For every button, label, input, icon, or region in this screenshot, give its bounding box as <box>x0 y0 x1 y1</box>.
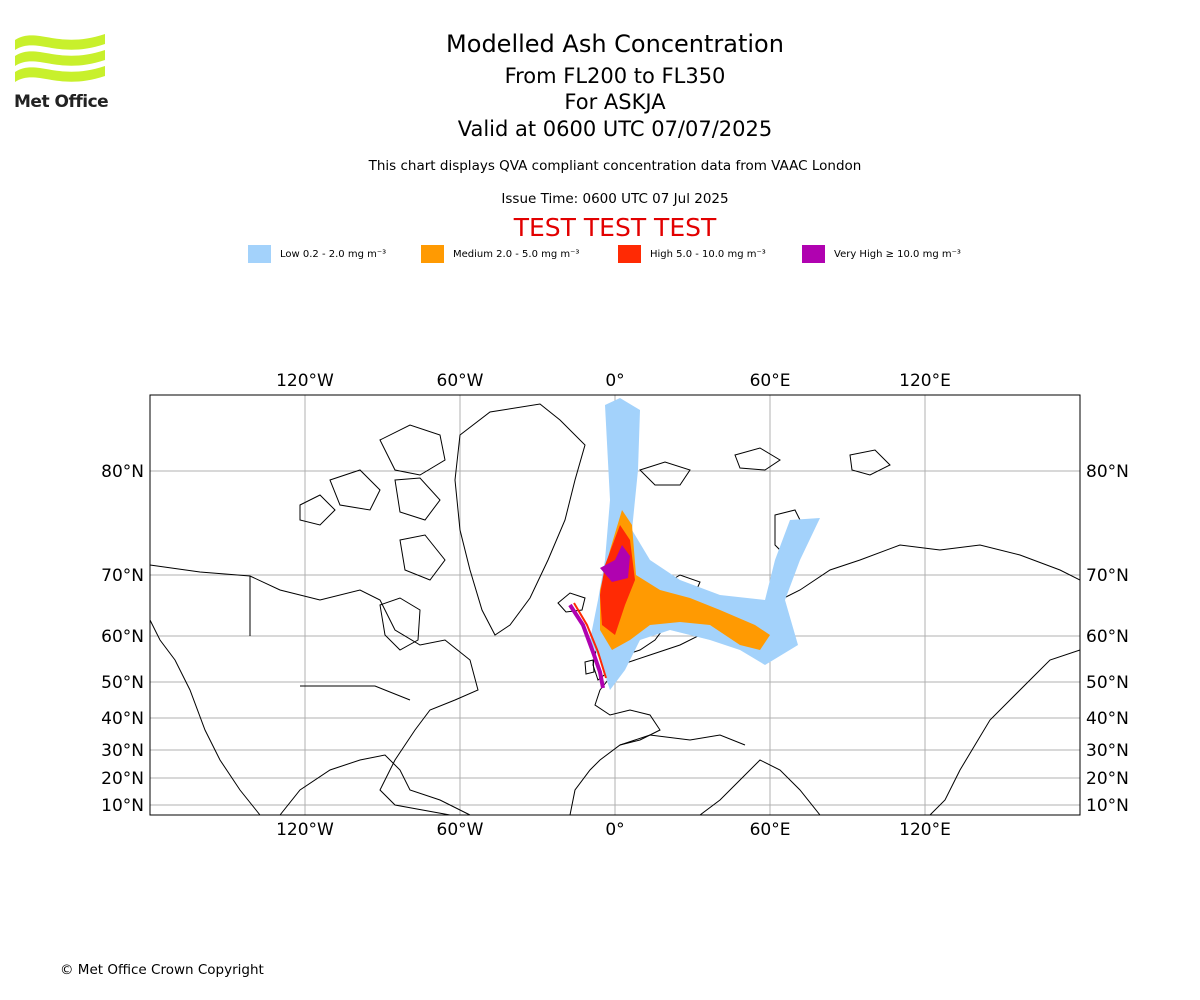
lat-ticks-left: 80°N 70°N 60°N 50°N 40°N 30°N 20°N 10°N <box>101 462 144 816</box>
ash-trail <box>568 603 605 689</box>
lat-tick-left: 20°N <box>101 769 144 789</box>
lon-tick-bottom: 0° <box>605 820 624 840</box>
lat-tick-left: 10°N <box>101 796 144 816</box>
test-banner: TEST TEST TEST <box>513 213 717 242</box>
legend-label-low: Low 0.2 - 2.0 mg m⁻³ <box>280 248 387 260</box>
map-border <box>149 394 1081 816</box>
lat-tick-right: 40°N <box>1086 709 1129 729</box>
legend-label-very-high: Very High ≥ 10.0 mg m⁻³ <box>834 248 961 260</box>
flight-level-range: From FL200 to FL350 <box>504 64 726 88</box>
volcano-name: For ASKJA <box>564 90 666 114</box>
chart-title: Modelled Ash Concentration <box>446 30 784 58</box>
ash-plume <box>568 398 820 690</box>
lat-tick-right: 80°N <box>1086 462 1129 482</box>
issue-time: Issue Time: 0600 UTC 07 Jul 2025 <box>501 191 729 207</box>
legend-swatch-medium <box>421 245 444 263</box>
ash-trail-edge <box>573 602 607 679</box>
legend-item-medium: Medium 2.0 - 5.0 mg m⁻³ <box>421 244 579 264</box>
lon-ticks-top: 120°W 60°W 0° 60°E 120°E <box>276 371 951 391</box>
valid-time: Valid at 0600 UTC 07/07/2025 <box>457 117 773 141</box>
lon-tick-top: 120°W <box>276 371 334 391</box>
legend-swatch-low <box>248 245 271 263</box>
legend-item-low: Low 0.2 - 2.0 mg m⁻³ <box>248 244 386 264</box>
lat-tick-right: 30°N <box>1086 741 1129 761</box>
lat-tick-right: 60°N <box>1086 627 1129 647</box>
lon-tick-bottom: 60°E <box>750 820 791 840</box>
lat-tick-right: 70°N <box>1086 566 1129 586</box>
copyright-notice: © Met Office Crown Copyright <box>60 962 264 978</box>
ash-very-high <box>600 545 630 582</box>
lon-ticks-bottom: 120°W 60°W 0° 60°E 120°E <box>276 820 951 840</box>
lat-tick-right: 50°N <box>1086 673 1129 693</box>
lat-ticks-right: 80°N 70°N 60°N 50°N 40°N 30°N 20°N 10°N <box>1086 462 1129 816</box>
lon-tick-bottom: 60°W <box>437 820 484 840</box>
legend-swatch-very-high <box>802 245 825 263</box>
lat-tick-left: 40°N <box>101 709 144 729</box>
lat-tick-left: 30°N <box>101 741 144 761</box>
lon-tick-top: 60°W <box>437 371 484 391</box>
lon-tick-bottom: 120°E <box>899 820 951 840</box>
lon-tick-top: 0° <box>605 371 624 391</box>
lat-tick-right: 20°N <box>1086 769 1129 789</box>
logo-wordmark: Met Office <box>14 92 109 112</box>
lat-tick-left: 50°N <box>101 673 144 693</box>
lat-tick-left: 70°N <box>101 566 144 586</box>
legend-swatch-high <box>618 245 641 263</box>
legend-item-very-high: Very High ≥ 10.0 mg m⁻³ <box>802 244 961 264</box>
ash-medium <box>600 510 770 650</box>
lon-tick-top: 60°E <box>750 371 791 391</box>
met-office-logo <box>15 34 105 82</box>
lat-tick-left: 60°N <box>101 627 144 647</box>
legend-item-high: High 5.0 - 10.0 mg m⁻³ <box>618 244 766 264</box>
lon-tick-bottom: 120°W <box>276 820 334 840</box>
lon-tick-top: 120°E <box>899 371 951 391</box>
legend-label-medium: Medium 2.0 - 5.0 mg m⁻³ <box>453 248 580 260</box>
lat-tick-left: 80°N <box>101 462 144 482</box>
lat-tick-right: 10°N <box>1086 796 1129 816</box>
chart-description: This chart displays QVA compliant concen… <box>368 158 862 174</box>
legend-label-high: High 5.0 - 10.0 mg m⁻³ <box>650 248 766 260</box>
